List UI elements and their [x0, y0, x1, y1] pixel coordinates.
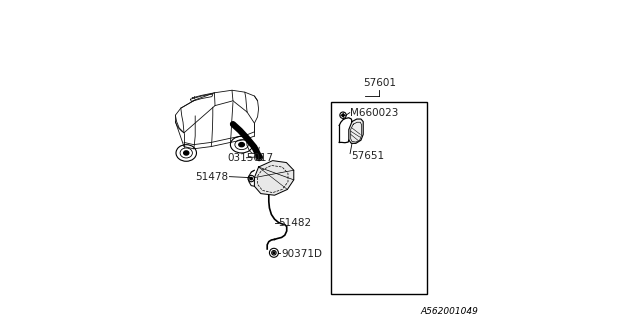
- Circle shape: [342, 115, 344, 116]
- Text: 90371D: 90371D: [281, 249, 322, 260]
- Text: 51478: 51478: [196, 172, 229, 182]
- Ellipse shape: [184, 151, 189, 155]
- Text: 0315017: 0315017: [227, 153, 273, 164]
- Circle shape: [231, 122, 235, 126]
- Text: A562001049: A562001049: [420, 307, 479, 316]
- Text: 57651: 57651: [351, 151, 384, 161]
- Ellipse shape: [239, 142, 244, 147]
- Polygon shape: [254, 161, 294, 195]
- Bar: [332, 102, 428, 294]
- Polygon shape: [349, 119, 364, 143]
- Circle shape: [251, 178, 252, 179]
- Text: 51482: 51482: [278, 218, 312, 228]
- Text: M660023: M660023: [351, 108, 399, 118]
- Circle shape: [273, 252, 275, 254]
- Text: 57601: 57601: [363, 78, 396, 88]
- Circle shape: [259, 156, 260, 158]
